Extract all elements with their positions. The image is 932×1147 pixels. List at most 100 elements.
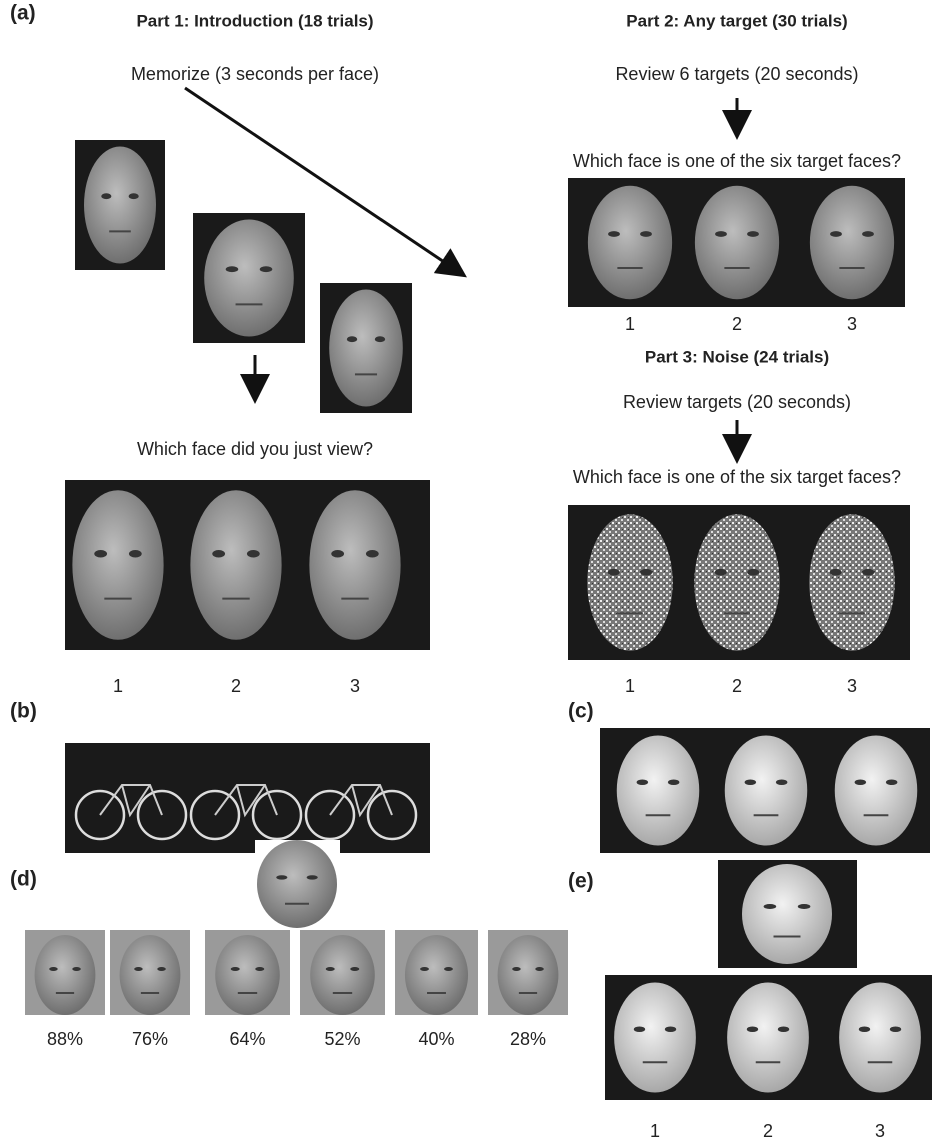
face xyxy=(204,220,294,337)
eye xyxy=(668,780,680,786)
eye xyxy=(862,231,874,237)
eye xyxy=(366,550,379,557)
percentage-label: 64% xyxy=(229,1029,265,1049)
panel-label: (d) xyxy=(10,868,37,891)
face xyxy=(72,490,163,640)
option-label: 1 xyxy=(113,676,123,696)
face xyxy=(329,290,403,407)
figure: (a) Part 1: Introduction (18 trials) Mem… xyxy=(0,0,932,1147)
panel-label: (c) xyxy=(568,700,594,723)
eye xyxy=(764,904,777,909)
option-label: 1 xyxy=(625,676,635,696)
option-label: 1 xyxy=(650,1121,660,1141)
panel-label: (b) xyxy=(10,700,37,723)
eye xyxy=(134,967,143,971)
face xyxy=(614,983,696,1093)
instruction: Review targets (20 seconds) xyxy=(623,392,851,412)
option-label: 1 xyxy=(625,314,635,334)
eye xyxy=(307,875,318,879)
question: Which face is one of the six target face… xyxy=(573,467,901,487)
option-label: 3 xyxy=(875,1121,885,1141)
face xyxy=(727,983,809,1093)
eye xyxy=(715,569,727,576)
eye xyxy=(420,967,429,971)
eye xyxy=(350,967,359,971)
option-label: 3 xyxy=(350,676,360,696)
face xyxy=(84,147,156,264)
percentage-label: 88% xyxy=(47,1029,83,1049)
eye xyxy=(260,266,273,272)
eye xyxy=(276,875,287,879)
percentage-label: 28% xyxy=(510,1029,546,1049)
percentage-label: 76% xyxy=(132,1029,168,1049)
eye xyxy=(535,967,544,971)
face xyxy=(694,514,780,650)
face xyxy=(309,490,400,640)
eye xyxy=(608,569,620,576)
face xyxy=(190,490,281,640)
face xyxy=(257,840,337,928)
eye xyxy=(715,231,727,237)
face xyxy=(835,736,918,846)
eye xyxy=(255,967,264,971)
face xyxy=(725,736,808,846)
eye xyxy=(747,569,759,576)
eye xyxy=(444,967,453,971)
face xyxy=(742,864,832,964)
question: Which face did you just view? xyxy=(137,439,373,459)
eye xyxy=(747,1027,758,1033)
eye xyxy=(212,550,225,557)
face xyxy=(839,983,921,1093)
eye xyxy=(247,550,260,557)
eye xyxy=(745,780,757,786)
eye xyxy=(326,967,335,971)
panel-label: (a) xyxy=(10,2,36,25)
face xyxy=(810,186,894,300)
option-label: 3 xyxy=(847,676,857,696)
eye xyxy=(608,231,620,237)
eye xyxy=(640,569,652,576)
eye xyxy=(798,904,811,909)
eye xyxy=(375,336,385,342)
eye xyxy=(778,1027,789,1033)
option-label: 2 xyxy=(732,676,742,696)
part-title: Part 3: Noise (24 trials) xyxy=(645,347,829,366)
instruction: Memorize (3 seconds per face) xyxy=(131,64,379,84)
face xyxy=(120,935,181,1015)
percentage-label: 52% xyxy=(324,1029,360,1049)
question: Which face is one of the six target face… xyxy=(573,151,901,171)
face xyxy=(498,935,559,1015)
face xyxy=(695,186,779,300)
percentage-label: 40% xyxy=(418,1029,454,1049)
eye xyxy=(129,193,139,199)
instruction: Review 6 targets (20 seconds) xyxy=(615,64,858,84)
eye xyxy=(347,336,357,342)
option-label: 2 xyxy=(732,314,742,334)
option-label: 3 xyxy=(847,314,857,334)
face xyxy=(617,736,700,846)
eye xyxy=(859,1027,870,1033)
eye xyxy=(776,780,788,786)
face xyxy=(588,186,672,300)
eye xyxy=(855,780,867,786)
part-title: Part 2: Any target (30 trials) xyxy=(626,11,847,30)
eye xyxy=(830,569,842,576)
eye xyxy=(72,967,81,971)
eye xyxy=(49,967,58,971)
eye xyxy=(101,193,111,199)
eye xyxy=(231,967,240,971)
eye xyxy=(512,967,521,971)
eye xyxy=(640,231,652,237)
eye xyxy=(830,231,842,237)
face xyxy=(215,935,280,1015)
eye xyxy=(129,550,142,557)
eye xyxy=(94,550,107,557)
eye xyxy=(226,266,239,272)
face xyxy=(35,935,96,1015)
eye xyxy=(747,231,759,237)
face xyxy=(587,514,673,650)
eye xyxy=(886,780,898,786)
panel-label: (e) xyxy=(568,870,594,893)
eye xyxy=(331,550,344,557)
option-label: 2 xyxy=(231,676,241,696)
